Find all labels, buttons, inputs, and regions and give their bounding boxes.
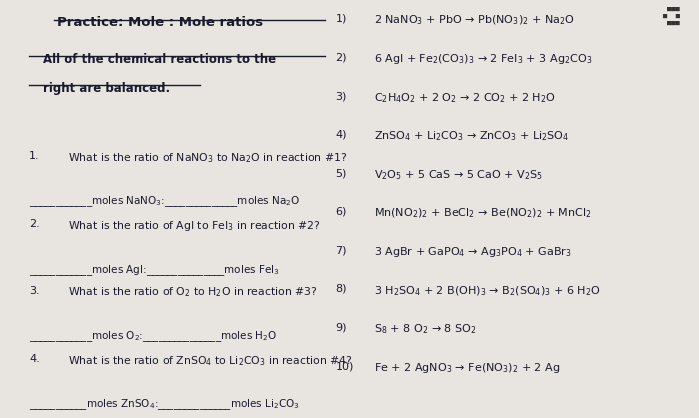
- Text: V$_2$O$_5$ + 5 CaS → 5 CaO + V$_2$S$_5$: V$_2$O$_5$ + 5 CaS → 5 CaO + V$_2$S$_5$: [374, 168, 542, 182]
- Text: 3 H$_2$SO$_4$ + 2 B(OH)$_3$ → B$_2$(SO$_4$)$_3$ + 6 H$_2$O: 3 H$_2$SO$_4$ + 2 B(OH)$_3$ → B$_2$(SO$_…: [374, 284, 600, 298]
- Text: 7): 7): [336, 245, 347, 255]
- Text: 6): 6): [336, 207, 347, 217]
- Text: ____________moles NaNO$_3$:______________moles Na$_2$O: ____________moles NaNO$_3$:_____________…: [29, 194, 301, 209]
- Text: 1.: 1.: [29, 151, 40, 161]
- Text: 1): 1): [336, 14, 347, 24]
- Text: 10): 10): [336, 361, 354, 371]
- Text: S$_8$ + 8 O$_2$ → 8 SO$_2$: S$_8$ + 8 O$_2$ → 8 SO$_2$: [374, 323, 477, 336]
- Text: All of the chemical reactions to the: All of the chemical reactions to the: [43, 53, 276, 66]
- Text: 3): 3): [336, 91, 347, 101]
- Text: What is the ratio of NaNO$_3$ to Na$_2$O in reaction #1?: What is the ratio of NaNO$_3$ to Na$_2$O…: [68, 151, 347, 165]
- Text: C$_2$H$_4$O$_2$ + 2 O$_2$ → 2 CO$_2$ + 2 H$_2$O: C$_2$H$_4$O$_2$ + 2 O$_2$ → 2 CO$_2$ + 2…: [374, 91, 556, 105]
- Text: ___________moles ZnSO$_4$:______________moles Li$_2$CO$_3$: ___________moles ZnSO$_4$:______________…: [29, 398, 300, 413]
- Text: ____________moles AgI:_______________moles FeI$_3$: ____________moles AgI:_______________mol…: [29, 263, 280, 278]
- Text: 2 NaNO$_3$ + PbO → Pb(NO$_3$)$_2$ + Na$_2$O: 2 NaNO$_3$ + PbO → Pb(NO$_3$)$_2$ + Na$_…: [374, 14, 575, 28]
- Text: 6 AgI + Fe$_2$(CO$_3$)$_3$ → 2 FeI$_3$ + 3 Ag$_2$CO$_3$: 6 AgI + Fe$_2$(CO$_3$)$_3$ → 2 FeI$_3$ +…: [374, 52, 592, 66]
- Text: Mn(NO$_2$)$_2$ + BeCl$_2$ → Be(NO$_2$)$_2$ + MnCl$_2$: Mn(NO$_2$)$_2$ + BeCl$_2$ → Be(NO$_2$)$_…: [374, 207, 591, 220]
- Text: ____________moles O$_2$:_______________moles H$_2$O: ____________moles O$_2$:_______________m…: [29, 329, 278, 344]
- Text: right are balanced.: right are balanced.: [43, 82, 171, 95]
- Text: 4.: 4.: [29, 354, 40, 364]
- Text: 3 AgBr + GaPO$_4$ → Ag$_3$PO$_4$ + GaBr$_3$: 3 AgBr + GaPO$_4$ → Ag$_3$PO$_4$ + GaBr$…: [374, 245, 572, 259]
- Text: What is the ratio of O$_2$ to H$_2$O in reaction #3?: What is the ratio of O$_2$ to H$_2$O in …: [68, 285, 317, 299]
- Text: 2): 2): [336, 52, 347, 62]
- Text: 5): 5): [336, 168, 347, 178]
- Text: What is the ratio of AgI to FeI$_3$ in reaction #2?: What is the ratio of AgI to FeI$_3$ in r…: [68, 219, 320, 233]
- Text: 2.: 2.: [29, 219, 40, 229]
- Text: Fe + 2 AgNO$_3$ → Fe(NO$_3$)$_2$ + 2 Ag: Fe + 2 AgNO$_3$ → Fe(NO$_3$)$_2$ + 2 Ag: [374, 361, 560, 375]
- Text: 9): 9): [336, 323, 347, 332]
- Text: ■■■
■  ■
■■■: ■■■ ■ ■ ■■■: [663, 5, 680, 25]
- Text: 3.: 3.: [29, 285, 40, 296]
- Text: What is the ratio of ZnSO$_4$ to Li$_2$CO$_3$ in reaction #4?: What is the ratio of ZnSO$_4$ to Li$_2$C…: [68, 354, 352, 368]
- Text: Practice: Mole : Mole ratios: Practice: Mole : Mole ratios: [57, 16, 264, 29]
- Text: 8): 8): [336, 284, 347, 294]
- Text: 4): 4): [336, 130, 347, 140]
- Text: ZnSO$_4$ + Li$_2$CO$_3$ → ZnCO$_3$ + Li$_2$SO$_4$: ZnSO$_4$ + Li$_2$CO$_3$ → ZnCO$_3$ + Li$…: [374, 130, 569, 143]
